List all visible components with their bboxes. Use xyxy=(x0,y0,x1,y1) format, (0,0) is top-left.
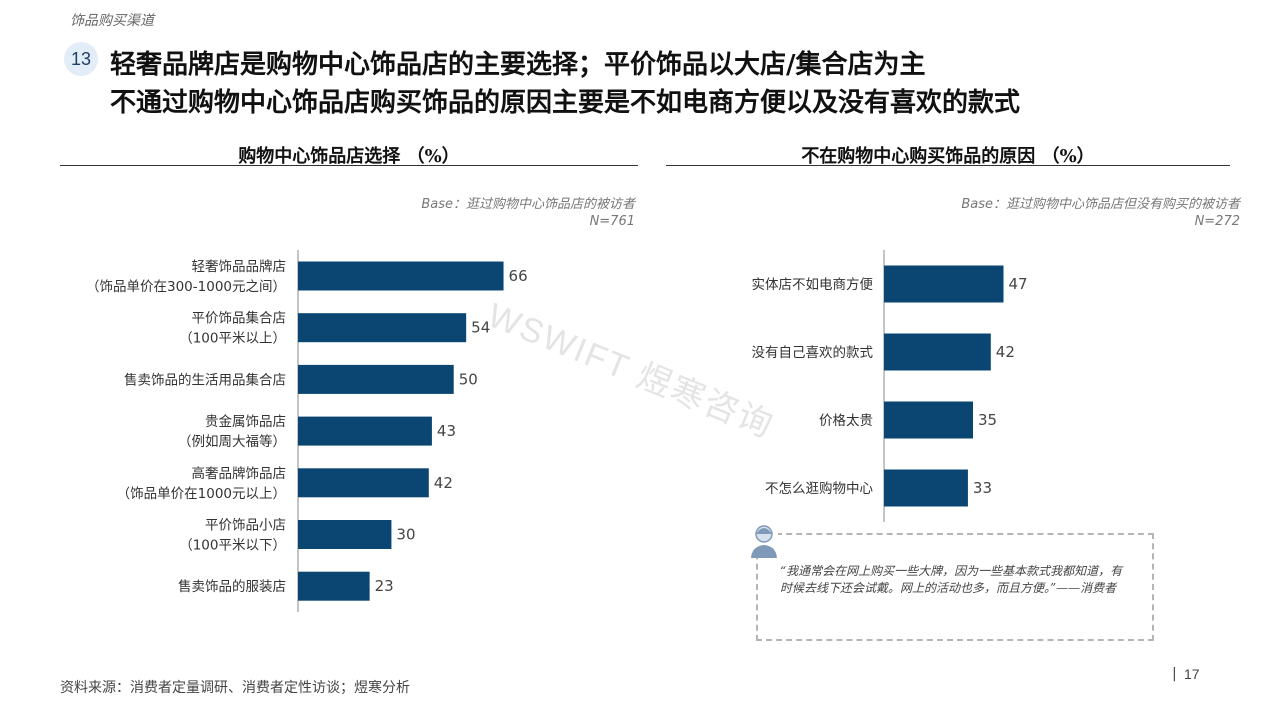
left-chart-category-label-2: 售卖饰品的生活用品集合店 xyxy=(124,372,286,388)
left-chart-bar-3 xyxy=(298,416,432,446)
left-chart-bar-4 xyxy=(298,468,429,498)
left-chart-category-label-3-line-0: 贵金属饰品店 xyxy=(205,414,286,430)
right-base-line1: Base：逛过购物中心饰品店但没有购买的被访者 xyxy=(961,197,1240,212)
right-chart-value-label-0: 47 xyxy=(1009,275,1028,293)
source-note: 资料来源：消费者定量调研、消费者定性访谈；煜寒分析 xyxy=(60,680,410,696)
consumer-avatar-icon xyxy=(750,522,778,558)
left-base-note: Base：逛过购物中心饰品店的被访者 N=761 xyxy=(300,196,635,230)
right-title-rule xyxy=(666,165,1230,166)
left-chart-value-label-1: 54 xyxy=(471,319,490,337)
right-chart-value-label-3: 33 xyxy=(973,479,992,497)
left-chart-category-label-0-line-0: 轻奢饰品品牌店 xyxy=(192,258,287,275)
page-number-divider: | xyxy=(1172,666,1177,682)
left-chart-category-label-1-line-0: 平价饰品集合店 xyxy=(192,311,287,327)
left-base-line1: Base：逛过购物中心饰品店的被访者 xyxy=(421,197,635,212)
left-chart-bar-5 xyxy=(298,520,392,549)
left-chart-category-label-3-line-1: （例如周大福等） xyxy=(178,433,286,450)
right-chart-value-label-2: 35 xyxy=(978,411,997,429)
left-chart-value-label-6: 23 xyxy=(375,577,394,595)
page-title-line-1: 轻奢品牌店是购物中心饰品店的主要选择；平价饰品以大店/集合店为主 xyxy=(110,50,926,80)
left-chart-bar-6 xyxy=(298,571,370,601)
right-chart-bar-1 xyxy=(884,333,991,371)
left-title-rule xyxy=(60,165,638,166)
left-chart-value-label-5: 30 xyxy=(396,526,415,544)
right-chart-category-label-1: 没有自己喜欢的款式 xyxy=(752,345,874,361)
left-chart-category-label-4-line-0: 高奢品牌饰品店 xyxy=(192,465,287,482)
right-base-line2: N=272 xyxy=(1194,214,1240,229)
right-bar-chart: 47 实体店不如电商方便 42 没有自己喜欢的款式 35 价格太贵 33 不怎么逛购物中心 xyxy=(752,250,1028,522)
right-chart-category-label-0: 实体店不如电商方便 xyxy=(752,277,874,293)
breadcrumb: 饰品购买渠道 xyxy=(70,13,154,29)
left-chart-value-label-0: 66 xyxy=(509,267,528,285)
right-chart-bar-3 xyxy=(884,469,968,507)
right-chart-category-label-3: 不怎么逛购物中心 xyxy=(765,481,873,497)
left-base-line2: N=761 xyxy=(589,214,635,229)
right-chart-value-label-1: 42 xyxy=(996,343,1015,361)
left-chart-category-label-5-line-1: （100平米以下） xyxy=(179,538,286,554)
left-chart-bar-0 xyxy=(298,261,504,291)
page-title-line-2: 不通过购物中心饰品店购买饰品的原因主要是不如电商方便以及没有喜欢的款式 xyxy=(110,88,1021,118)
left-chart-category-label-5-line-0: 平价饰品小店 xyxy=(205,518,286,534)
left-chart-value-label-4: 42 xyxy=(434,474,453,492)
consumer-quote: “我通常会在网上购买一些大牌，因为一些基本款式我都知道，有时候去线下还会试戴。网… xyxy=(780,564,1123,595)
right-chart-category-label-2: 价格太贵 xyxy=(819,413,873,429)
left-chart-category-label-4-line-1: （饰品单价在1000元以上） xyxy=(117,486,286,502)
right-chart-bar-2 xyxy=(884,401,973,439)
left-bar-chart: 66 轻奢饰品品牌店 （饰品单价在300-1000元之间） 54 平价饰品集合店 （100… xyxy=(86,250,528,612)
left-chart-bar-2 xyxy=(298,364,454,394)
left-chart-title: 购物中心饰品店选择 （%） xyxy=(238,146,460,167)
right-chart-title: 不在购物中心购买饰品的原因 （%） xyxy=(801,146,1095,167)
page-number: 17 xyxy=(1184,666,1200,682)
left-chart-category-label-0-line-1: （饰品单价在300-1000元之间） xyxy=(86,279,286,295)
right-base-note: Base：逛过购物中心饰品店但没有购买的被访者 N=272 xyxy=(880,196,1240,230)
quote-box xyxy=(756,533,1154,641)
left-chart-category-label-6: 售卖饰品的服装店 xyxy=(178,579,286,595)
right-chart-bar-0 xyxy=(884,265,1004,303)
left-chart-bar-1 xyxy=(298,313,467,343)
section-number-badge: 13 xyxy=(64,42,98,76)
left-chart-value-label-2: 50 xyxy=(459,370,478,388)
left-chart-category-label-1-line-1: （100平米以上） xyxy=(179,331,286,347)
left-chart-value-label-3: 43 xyxy=(437,422,456,440)
